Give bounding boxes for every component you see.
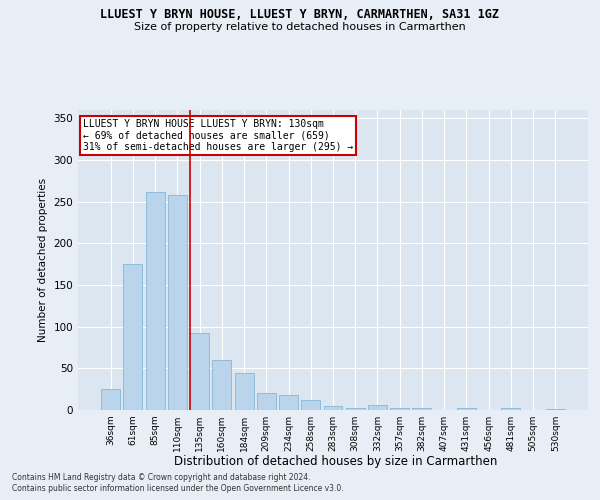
Bar — [412, 408, 431, 410]
Text: LLUEST Y BRYN HOUSE, LLUEST Y BRYN, CARMARTHEN, SA31 1GZ: LLUEST Y BRYN HOUSE, LLUEST Y BRYN, CARM… — [101, 8, 499, 20]
Bar — [390, 408, 409, 410]
Text: Contains public sector information licensed under the Open Government Licence v3: Contains public sector information licen… — [12, 484, 344, 493]
Bar — [101, 389, 120, 410]
Bar — [346, 408, 365, 410]
Bar — [212, 360, 231, 410]
Text: Size of property relative to detached houses in Carmarthen: Size of property relative to detached ho… — [134, 22, 466, 32]
Text: Contains HM Land Registry data © Crown copyright and database right 2024.: Contains HM Land Registry data © Crown c… — [12, 472, 311, 482]
Bar — [168, 195, 187, 410]
Bar — [323, 406, 343, 410]
Bar — [279, 395, 298, 410]
Text: Distribution of detached houses by size in Carmarthen: Distribution of detached houses by size … — [175, 455, 497, 468]
Y-axis label: Number of detached properties: Number of detached properties — [38, 178, 48, 342]
Bar — [146, 192, 164, 410]
Bar — [457, 408, 476, 410]
Bar — [124, 264, 142, 410]
Bar — [235, 372, 254, 410]
Bar — [368, 405, 387, 410]
Text: LLUEST Y BRYN HOUSE LLUEST Y BRYN: 130sqm
← 69% of detached houses are smaller (: LLUEST Y BRYN HOUSE LLUEST Y BRYN: 130sq… — [83, 119, 353, 152]
Bar — [190, 332, 209, 410]
Bar — [301, 400, 320, 410]
Bar — [502, 408, 520, 410]
Bar — [257, 394, 276, 410]
Bar — [546, 409, 565, 410]
